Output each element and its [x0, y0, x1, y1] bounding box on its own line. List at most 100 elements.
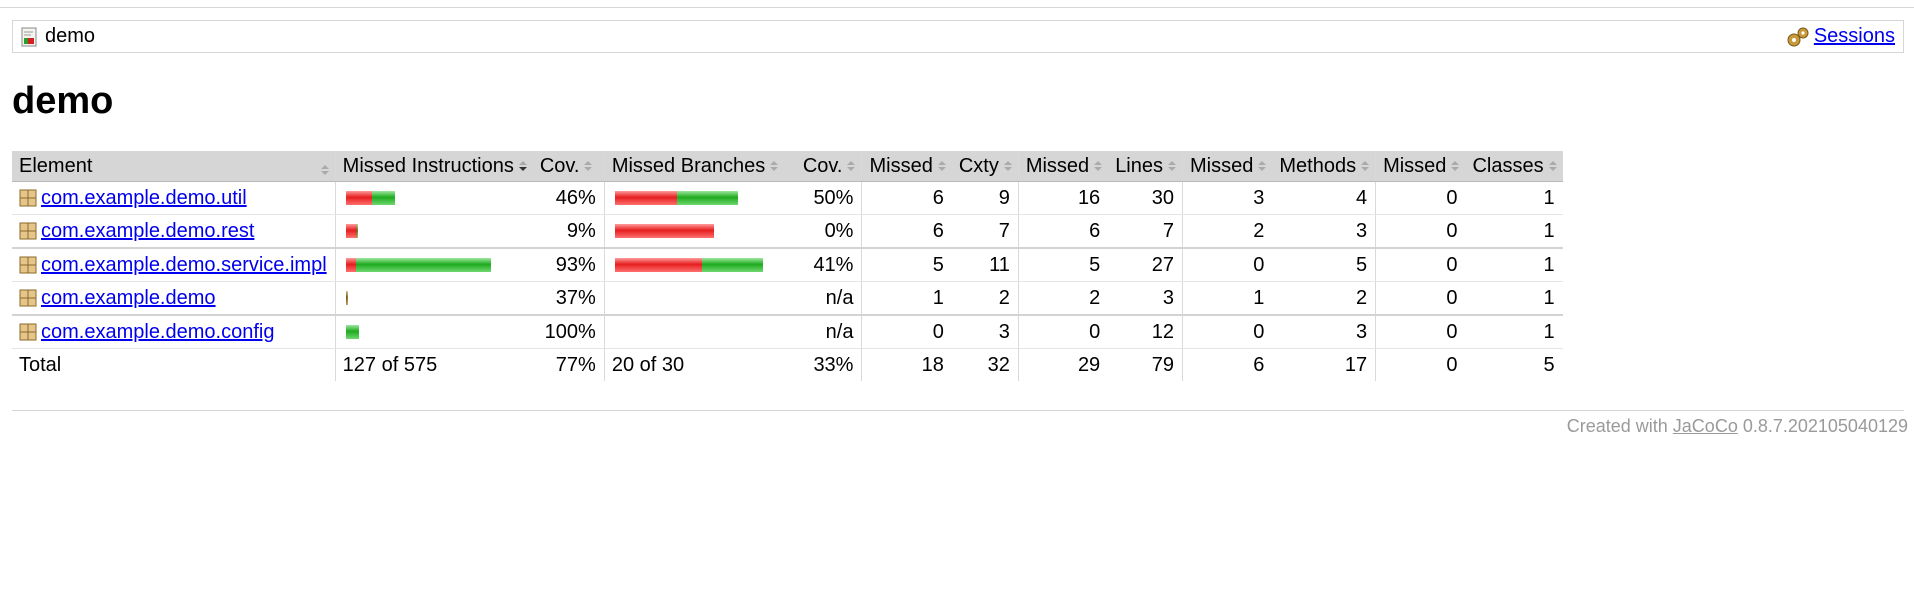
instructions-bar: [345, 258, 527, 272]
total-classes-missed: 0: [1375, 348, 1466, 381]
footer-prefix: Created with: [1566, 416, 1673, 436]
col-classes[interactable]: Classes: [1465, 151, 1563, 182]
branch-cov: 41%: [795, 248, 862, 282]
total-branches: 20 of 30: [603, 348, 796, 381]
package-icon: [19, 256, 37, 274]
col-branch-cov[interactable]: Cov.: [795, 151, 862, 182]
report-icon: [21, 27, 37, 46]
branches-bar-cell: [603, 181, 796, 215]
sort-icon: [1003, 161, 1012, 172]
branch-cov: 0%: [795, 214, 862, 249]
footer-divider: [12, 410, 1904, 411]
package-link[interactable]: com.example.demo.util: [41, 186, 247, 209]
sort-icon: [937, 161, 946, 172]
methods: 4: [1272, 181, 1376, 215]
branches-missed-bar: [614, 224, 714, 238]
element-cell: com.example.demo.config: [12, 315, 336, 349]
col-methods-missed[interactable]: Missed: [1182, 151, 1273, 182]
methods-missed: 0: [1182, 248, 1273, 282]
lines-missed: 2: [1017, 281, 1109, 316]
methods-missed: 1: [1182, 281, 1273, 316]
lines: 7: [1108, 214, 1183, 249]
branches-bar-cell: [603, 248, 796, 282]
instructions-covered-bar: [356, 224, 358, 238]
instructions-missed-bar: [345, 258, 356, 272]
sort-icon: [320, 164, 329, 175]
footer: Created with JaCoCo 0.8.7.202105040129: [1567, 416, 1908, 437]
total-instructions: 127 of 575: [334, 348, 533, 381]
total-cxty-missed: 18: [861, 348, 952, 381]
methods: 5: [1272, 248, 1376, 282]
lines-missed: 6: [1017, 214, 1109, 249]
package-icon: [19, 222, 37, 240]
instructions-missed-bar: [345, 224, 357, 238]
instructions-covered-bar: [346, 291, 348, 305]
lines: 27: [1108, 248, 1183, 282]
breadcrumb-label: demo: [45, 25, 96, 47]
sort-icon: [1168, 161, 1176, 172]
branches-bar-cell: [603, 214, 796, 249]
table-row: com.example.demo 37% n/a 1 2 2 3 1 2 0 1: [12, 281, 1563, 316]
instructions-bar-cell: [334, 315, 533, 349]
instructions-covered-bar: [345, 325, 359, 339]
total-classes: 5: [1543, 353, 1555, 376]
classes: 1: [1465, 248, 1563, 282]
total-instr-cov: 77%: [555, 353, 596, 376]
instructions-bar: [345, 224, 527, 238]
instructions-covered-bar: [355, 258, 491, 272]
methods-missed: 3: [1182, 181, 1273, 215]
total-methods-missed: 6: [1182, 348, 1273, 381]
col-lines[interactable]: Lines: [1108, 151, 1183, 182]
sort-icon: [1094, 161, 1103, 172]
branches-bar: [614, 258, 790, 272]
sessions-link-group[interactable]: Sessions: [1786, 25, 1895, 48]
package-icon: [19, 189, 37, 207]
instructions-missed-bar: [345, 191, 372, 205]
table-row: com.example.demo.util 46% 50% 6 9 16 30 3 4 0 1: [12, 181, 1563, 215]
package-link[interactable]: com.example.demo.service.impl: [41, 253, 327, 276]
sessions-gear-icon: [1787, 27, 1809, 46]
instr-cov: 37%: [532, 281, 605, 316]
cxty: 3: [951, 315, 1019, 349]
cxty: 9: [951, 181, 1019, 215]
instr-cov: 46%: [532, 181, 605, 215]
col-cxty[interactable]: Cxty: [951, 151, 1019, 182]
instructions-missed-bar: [345, 291, 347, 305]
package-link[interactable]: com.example.demo.config: [41, 320, 275, 343]
col-cxty-missed[interactable]: Missed: [861, 151, 952, 182]
package-link[interactable]: com.example.demo: [41, 286, 216, 309]
lines: 3: [1108, 281, 1183, 316]
col-instr-cov[interactable]: Cov.: [532, 151, 605, 182]
col-methods[interactable]: Methods: [1272, 151, 1376, 182]
branches-covered-bar: [676, 191, 738, 205]
branch-cov: 50%: [795, 181, 862, 215]
classes: 1: [1465, 315, 1563, 349]
col-lines-missed[interactable]: Missed: [1017, 151, 1109, 182]
instructions-bar: [345, 191, 527, 205]
col-missed-branches[interactable]: Missed Branches: [603, 151, 796, 182]
page-title: demo: [12, 80, 114, 122]
branches-missed-bar: [614, 191, 677, 205]
col-classes-missed[interactable]: Missed: [1375, 151, 1466, 182]
cxty: 11: [951, 248, 1019, 282]
branches-missed-bar: [614, 258, 702, 272]
classes-missed: 0: [1375, 214, 1466, 249]
cxty-missed: 0: [861, 315, 952, 349]
cxty: 7: [951, 214, 1019, 249]
branches-bar: [614, 224, 790, 238]
element-cell: com.example.demo.rest: [12, 214, 336, 249]
instructions-bar-cell: [334, 281, 533, 316]
total-lines-missed: 29: [1017, 348, 1109, 381]
cxty-missed: 1: [861, 281, 952, 316]
sessions-link[interactable]: Sessions: [1813, 25, 1895, 47]
branch-cov: n/a: [795, 281, 862, 316]
col-missed-instructions[interactable]: Missed Instructions: [334, 151, 533, 182]
sort-icon: [1548, 161, 1557, 172]
classes-missed: 0: [1375, 248, 1466, 282]
instructions-covered-bar: [371, 191, 395, 205]
package-link[interactable]: com.example.demo.rest: [41, 219, 255, 242]
total-cxty: 32: [987, 353, 1010, 376]
jacoco-link[interactable]: JaCoCo: [1672, 416, 1738, 436]
sort-icon: [1451, 161, 1460, 172]
col-element[interactable]: Element: [12, 151, 336, 182]
